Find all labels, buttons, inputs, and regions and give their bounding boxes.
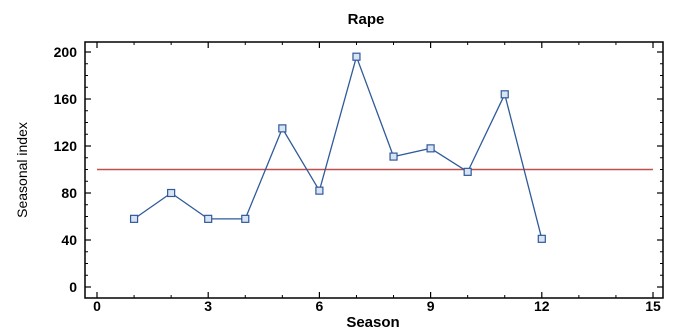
y-tick-label: 160 — [54, 91, 78, 107]
data-point-marker — [129, 214, 139, 223]
data-point-marker — [315, 186, 324, 195]
data-point-marker — [352, 52, 361, 61]
y-tick-label: 200 — [54, 44, 78, 60]
x-tick-label: 6 — [316, 298, 324, 314]
data-point-marker — [426, 144, 435, 153]
data-point-marker — [278, 124, 287, 133]
y-tick-label: 0 — [69, 279, 77, 295]
series-line — [133, 54, 543, 239]
x-tick-label: 3 — [204, 298, 212, 314]
data-points — [129, 52, 546, 243]
data-point-marker — [204, 214, 213, 223]
y-tick-label: 80 — [61, 185, 77, 201]
data-point-marker — [167, 188, 176, 198]
x-tick-label: 0 — [93, 298, 101, 314]
x-tick-label: 15 — [645, 298, 661, 314]
y-axis: 0 40 80 120 160 200 — [54, 44, 663, 295]
y-tick-label: 40 — [61, 232, 77, 248]
data-point-marker — [241, 214, 250, 223]
x-tick-label: 12 — [534, 298, 550, 314]
data-point-marker — [389, 152, 398, 161]
x-tick-label: 9 — [427, 298, 435, 314]
y-axis-title: Seasonal index — [14, 122, 30, 218]
data-point-marker — [463, 167, 472, 176]
x-axis: 0 3 6 9 12 15 — [93, 42, 661, 314]
data-point-marker — [537, 234, 546, 243]
x-axis-title: Season — [346, 314, 399, 331]
y-tick-label: 120 — [54, 138, 78, 154]
chart-title: Rape — [348, 11, 385, 28]
data-point-marker — [500, 90, 509, 99]
